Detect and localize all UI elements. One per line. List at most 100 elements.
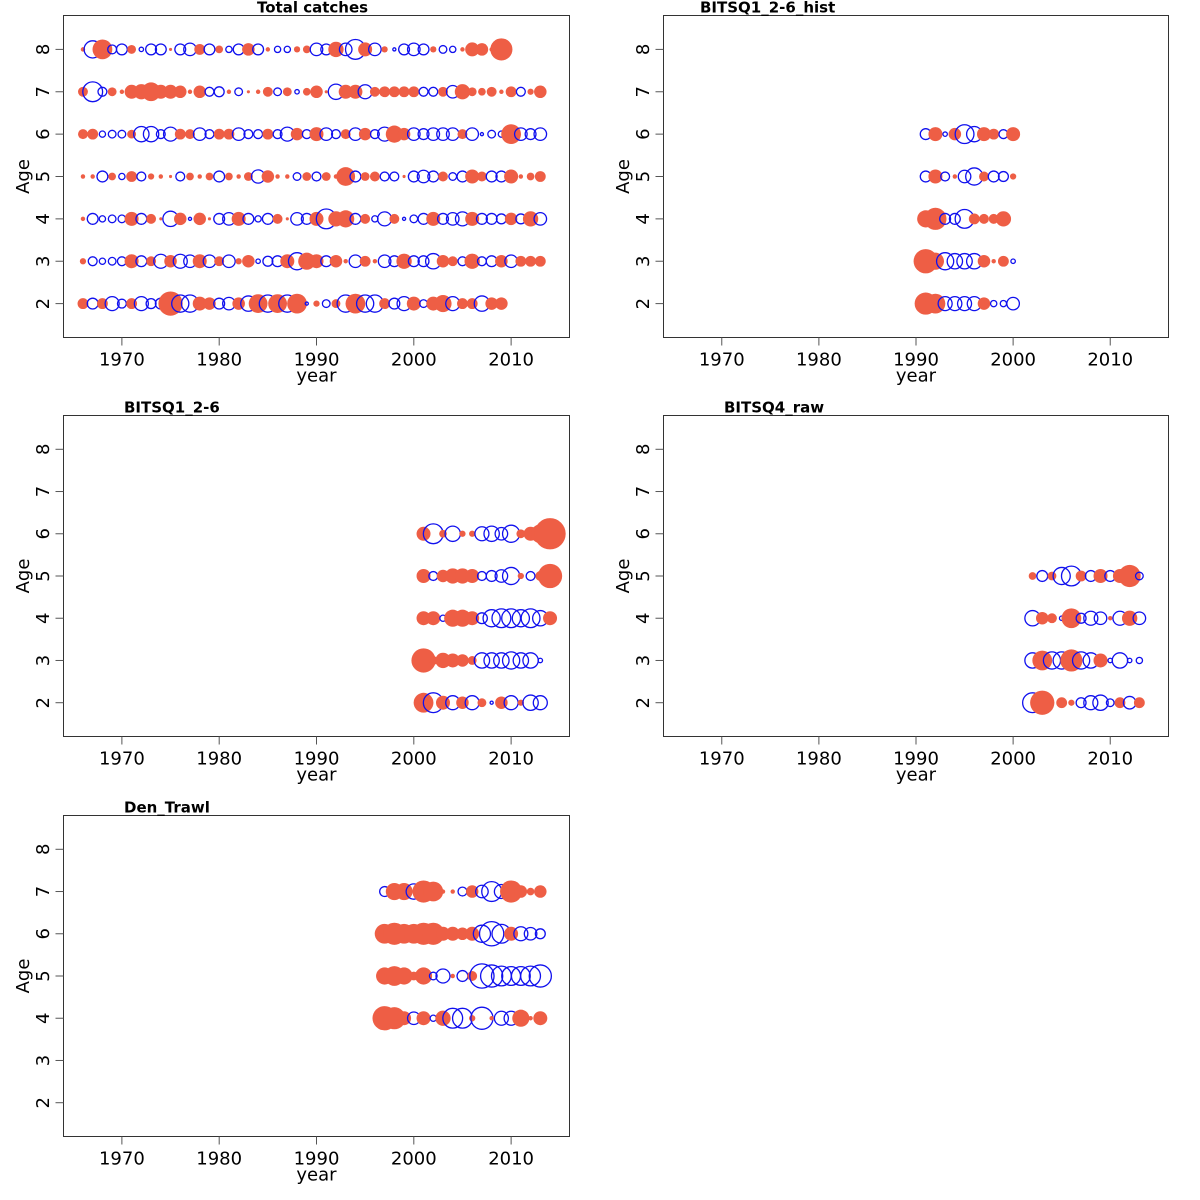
bubble-negative <box>523 926 538 941</box>
bubble-positive <box>450 973 455 979</box>
bubble-positive <box>207 217 212 221</box>
chart-title: BITSQ4_raw <box>724 399 824 417</box>
bubble-positive <box>159 217 163 221</box>
bubble-negative <box>118 172 126 181</box>
bubble-positive <box>192 296 207 311</box>
bubble-positive <box>398 86 410 98</box>
bubble-positive <box>416 569 431 583</box>
plot-frame <box>663 15 1169 338</box>
panel-den-trawl: Den_Trawl 1970 1980 1990 2000 2010 year 2 3 4 5 6 7 8… <box>13 799 570 1186</box>
bubble-positive <box>426 611 441 626</box>
bubble-positive <box>465 885 479 898</box>
x-tick-label: 1980 <box>796 350 842 371</box>
bubble-negative <box>511 609 531 628</box>
bubble-positive <box>457 298 468 310</box>
y-tick-label: 4 <box>633 613 654 624</box>
bubble-positive <box>1060 649 1083 672</box>
bubble-positive <box>426 211 441 226</box>
x-tick-label: 1990 <box>893 749 939 770</box>
bubble-positive <box>476 171 487 182</box>
bubble-negative <box>389 171 400 182</box>
bubble-negative <box>954 124 975 145</box>
bubble-positive <box>127 44 137 54</box>
bubble-negative <box>475 212 488 225</box>
x-tick-label: 1970 <box>99 1149 145 1170</box>
bubble-negative <box>520 608 541 629</box>
bubble-positive <box>379 86 391 98</box>
bubble-positive <box>533 1011 548 1026</box>
bubble-positive <box>428 656 438 665</box>
bubble-negative <box>456 969 469 983</box>
bubble-negative <box>1134 571 1144 581</box>
bubble-positive <box>1093 569 1108 583</box>
bubble-negative <box>107 256 117 266</box>
bubble-positive <box>124 211 139 226</box>
bubble-negative <box>154 43 167 56</box>
bubble-negative <box>939 212 952 225</box>
bubble-positive <box>213 128 225 140</box>
bubble-negative <box>273 87 283 97</box>
bubble-negative <box>1010 258 1016 265</box>
bubble-positive <box>329 254 343 268</box>
y-axis-label: Age <box>13 159 34 194</box>
bubble-positive <box>309 127 324 142</box>
bubble-positive <box>457 129 468 140</box>
bubble-positive <box>1108 616 1113 621</box>
bubble-negative <box>242 212 255 225</box>
y-tick-label: 3 <box>633 655 654 666</box>
bubble-negative <box>522 694 539 712</box>
bubble-positive <box>282 87 292 97</box>
bubble-negative <box>1093 611 1108 626</box>
bubble-positive <box>504 169 519 184</box>
bubble-negative <box>98 257 107 266</box>
bubble-positive <box>478 87 486 96</box>
bubble-negative <box>493 652 510 669</box>
bubble-negative <box>290 211 304 226</box>
bubble-negative <box>171 294 190 313</box>
bubble-positive <box>411 648 436 673</box>
bubble-positive <box>1028 572 1037 580</box>
x-tick-label: 1980 <box>196 350 242 371</box>
bubble-positive <box>469 1015 476 1022</box>
bubble-negative <box>483 525 500 543</box>
bubble-positive <box>512 1009 530 1027</box>
bubble-negative <box>225 45 233 54</box>
bubble-negative <box>192 127 207 142</box>
bubble-positive <box>991 259 996 264</box>
bubble-negative <box>142 125 160 143</box>
bubble-positive <box>124 254 139 269</box>
bubble-positive <box>490 38 513 61</box>
bubble-positive <box>467 87 477 97</box>
bubble-negative <box>1126 657 1133 664</box>
bubble-positive <box>369 171 380 182</box>
bubble-positive <box>500 880 523 903</box>
y-tick-label: 7 <box>33 486 54 497</box>
bubble-negative <box>355 294 375 313</box>
bubble-positive <box>255 89 261 94</box>
bubble-positive <box>440 889 446 894</box>
bubble-positive <box>528 1016 533 1021</box>
bubble-positive <box>168 47 173 51</box>
bubble-negative <box>330 129 342 140</box>
bubble-positive <box>147 173 155 180</box>
bubble-positive <box>469 530 476 537</box>
bubble-positive <box>262 86 273 97</box>
bubble-positive <box>526 887 535 896</box>
bubble-positive <box>534 518 566 550</box>
x-axis-label: year <box>296 1165 337 1186</box>
bubble-positive <box>163 84 178 99</box>
bubble-positive <box>185 129 195 140</box>
bubble-negative <box>272 129 283 140</box>
bubble-positive <box>438 171 448 182</box>
x-tick-label: 1980 <box>196 749 242 770</box>
y-tick-label: 7 <box>33 886 54 897</box>
bubble-negative <box>213 170 226 183</box>
bubble-positive <box>153 84 168 99</box>
x-tick-label: 2010 <box>488 350 534 371</box>
bubble-negative <box>436 212 450 225</box>
bubble-negative <box>428 86 439 97</box>
bubble-negative <box>442 1007 464 1029</box>
bubble-positive <box>534 171 546 182</box>
bubble-positive <box>223 128 235 140</box>
